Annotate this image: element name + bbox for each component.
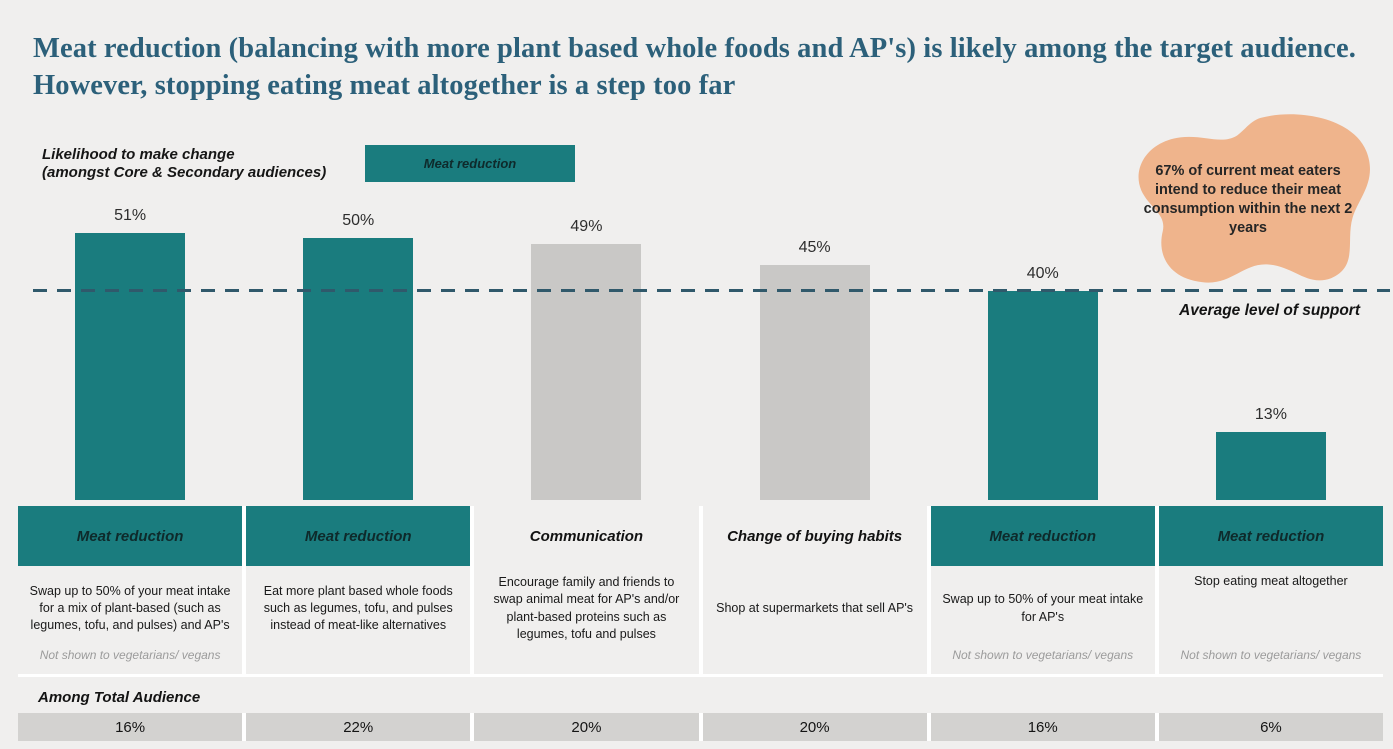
bar-chart: 51% 50% 49% 45% 40% 13% [18,200,1383,500]
category-description-cell: Eat more plant based whole foods such as… [246,566,471,674]
axis-label-line2: (amongst Core & Secondary audiences) [42,164,327,181]
category-description-cell: Swap up to 50% of your meat intake for a… [18,566,243,674]
category-header-row: Meat reduction Meat reduction Communicatio… [18,506,1383,566]
category-header: Change of buying habits [702,506,927,566]
total-audience-label: Among Total Audience [38,689,201,706]
bar [759,265,870,500]
total-audience-cell: 20% [702,713,927,741]
bar-column: 40% [931,200,1155,500]
bar [303,238,414,500]
bar-value-label: 45% [798,239,831,256]
bar-value-label: 51% [114,207,147,224]
bar [1215,432,1326,500]
category-description-cell: Swap up to 50% of your meat intake for A… [930,566,1155,674]
blob-shape-icon [1138,114,1370,283]
callout-blob: 67% of current meat eaters intend to red… [1106,112,1380,288]
category-header-label: Communication [529,527,644,545]
category-description-row: Swap up to 50% of your meat intake for a… [18,566,1383,677]
category-header-label: Meat reduction [76,527,184,545]
category-header-label: Meat reduction [1217,527,1325,545]
bar-value-label: 13% [1254,406,1287,423]
category-header: Meat reduction [930,506,1155,566]
category-description: Encourage family and friends to swap ani… [493,575,680,641]
category-header: Communication [474,506,699,566]
category-header: Meat reduction [18,506,243,566]
category-header: Meat reduction [246,506,471,566]
bar [531,244,642,500]
bar-column: 49% [474,200,698,500]
category-description: Eat more plant based whole foods such as… [263,583,453,633]
category-description: Swap up to 50% of your meat intake for a… [29,583,231,633]
bar [75,233,186,500]
category-note: Not shown to vegetarians/ vegans [39,648,221,662]
category-description-cell: Encourage family and friends to swap ani… [474,566,699,674]
legend-meat-reduction: Meat reduction [365,145,575,182]
category-description-cell: Stop eating meat altogether Not shown to … [1158,566,1383,674]
category-note: Not shown to vegetarians/ vegans [1180,648,1362,662]
average-support-dashed-line [33,289,1390,292]
bar-value-label: 49% [570,218,603,235]
category-header-label: Meat reduction [989,527,1097,545]
total-audience-cell: 22% [246,713,471,741]
category-header: Meat reduction [1158,506,1383,566]
category-description: Stop eating meat altogether [1194,574,1348,588]
total-audience-cell: 6% [1158,713,1383,741]
bar-value-label: 50% [342,212,375,229]
bar [987,291,1098,500]
legend-label: Meat reduction [423,156,517,171]
category-header-label: Change of buying habits [727,527,903,545]
total-audience-row: 16% 22% 20% 20% 16% 6% [18,713,1383,741]
bar-column: 13% [1159,200,1383,500]
category-note: Not shown to vegetarians/ vegans [952,648,1134,662]
total-audience-cell: 16% [18,713,243,741]
bar-column: 51% [18,200,242,500]
bar-value-label: 40% [1026,265,1059,282]
callout-text: 67% of current meat eaters intend to red… [1143,163,1353,237]
axis-label-line1: Likelihood to make change [42,146,235,163]
average-support-label: Average level of support [1179,302,1360,319]
category-header-label: Meat reduction [304,527,412,545]
total-audience-cell: 20% [474,713,699,741]
total-audience-cell: 16% [930,713,1155,741]
category-description: Shop at supermarkets that sell AP's [716,600,914,615]
category-description-cell: Shop at supermarkets that sell AP's [702,566,927,674]
bar-column: 50% [246,200,470,500]
axis-label: Likelihood to make change (amongst Core … [42,146,326,182]
page-title: Meat reduction (balancing with more plan… [33,33,1356,101]
bar-column: 45% [703,200,927,500]
category-description: Swap up to 50% of your meat intake for A… [942,592,1144,624]
